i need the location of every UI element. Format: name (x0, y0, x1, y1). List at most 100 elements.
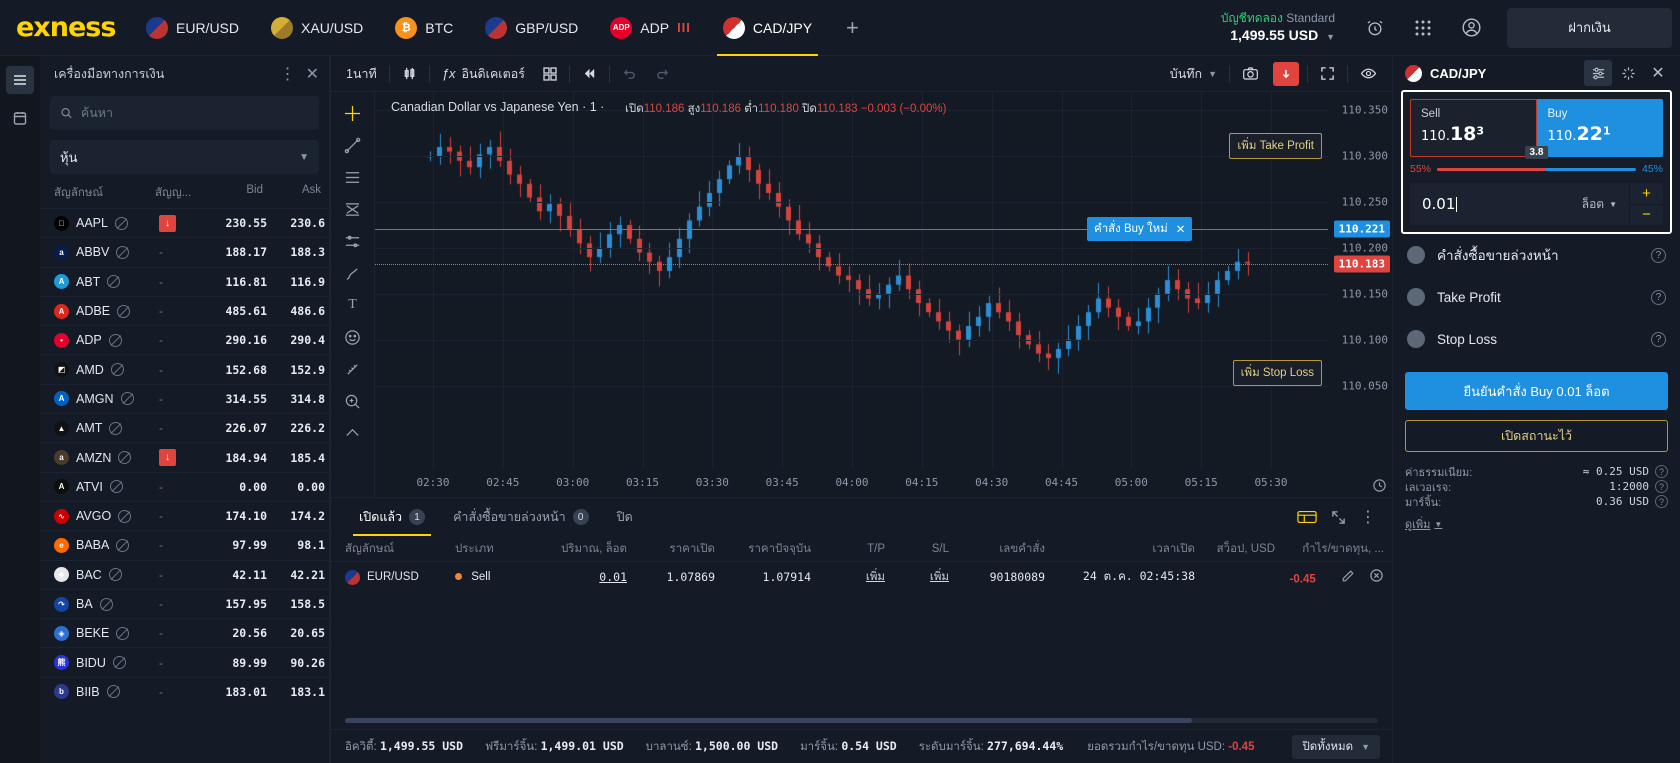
undo-icon[interactable] (613, 61, 646, 87)
watchlist-row[interactable]: A AMGN - 314.55 314.8 (40, 383, 329, 413)
more-options-icon[interactable]: ⋮ (279, 66, 296, 83)
trend-line-icon[interactable] (338, 130, 368, 160)
confirm-order-button[interactable]: ยืนยันคำสั่ง Buy 0.01 ล็อต (1405, 372, 1668, 410)
watchlist-row[interactable]: a ABBV - 188.17 188.3 (40, 237, 329, 266)
table-row[interactable]: EUR/USD Sell 0.01 1.07869 1.07914 เพิ่ม … (331, 562, 1392, 592)
toggle-switch[interactable] (1407, 288, 1425, 306)
more-tools-icon[interactable] (338, 418, 368, 448)
watchlist-row[interactable]: ◆ BAC - 42.11 42.21 (40, 559, 329, 589)
symbol-tab-gbpusd[interactable]: GBP/USD (469, 0, 594, 56)
cell-sl[interactable]: เพิ่ม (885, 568, 949, 586)
redo-icon[interactable] (646, 61, 679, 87)
watchlist-row[interactable]: ◈ BEKE - 20.56 20.65 (40, 618, 329, 647)
chart-canvas-area[interactable]: Canadian Dollar vs Japanese Yen · 1 · เป… (375, 92, 1392, 497)
help-icon[interactable]: ? (1655, 495, 1668, 508)
text-icon[interactable]: T (348, 297, 357, 312)
toggle-pending-order[interactable]: คำสั่งซื้อขายล่วงหน้า ? (1393, 234, 1680, 276)
watchlist-row[interactable]: A ATVI - 0.00 0.00 (40, 471, 329, 501)
measure-icon[interactable] (338, 226, 368, 256)
toggle-stop-loss[interactable]: Stop Loss ? (1393, 318, 1680, 360)
replay-icon[interactable] (573, 61, 606, 87)
new-buy-order-pill[interactable]: คำสั่ง Buy ใหม่ ✕ (1087, 216, 1193, 241)
symbol-tab-xauusd[interactable]: XAU/USD (255, 0, 379, 56)
watchlist-row[interactable]: a AMZN ↓ 184.94 185.4 (40, 442, 329, 471)
add-stop-loss-button[interactable]: เพิ่ม Stop Loss (1232, 359, 1322, 386)
close-all-button[interactable]: ปิดทั้งหมด ▼ (1292, 734, 1380, 759)
buy-button[interactable]: Buy 110.221 (1536, 99, 1663, 157)
layout-grid-icon[interactable] (534, 61, 566, 87)
open-positions-button[interactable]: เปิดสถานะไว้ (1405, 420, 1668, 452)
sell-button[interactable]: Sell 110.183 (1410, 99, 1537, 157)
watchlist-row[interactable]: 熊 BIDU - 89.99 90.26 (40, 647, 329, 676)
tab-pending-orders[interactable]: คำสั่งซื้อขายล่วงหน้า 0 (439, 498, 603, 536)
exness-logo[interactable]: exness (16, 12, 116, 43)
cell-tp[interactable]: เพิ่ม (811, 568, 885, 586)
close-icon[interactable]: ✕ (305, 66, 319, 83)
toggle-take-profit[interactable]: Take Profit ? (1393, 276, 1680, 318)
chart-clock-icon[interactable] (1372, 478, 1387, 493)
add-take-profit-button[interactable]: เพิ่ม Take Profit (1229, 133, 1322, 160)
close-icon[interactable]: ✕ (1175, 223, 1186, 236)
toggle-switch[interactable] (1407, 246, 1425, 264)
deposit-button[interactable]: ฝากเงิน (1507, 7, 1672, 48)
price-axis[interactable]: 110.050 110.100 110.150 110.200 110.250 110.3… (1328, 92, 1392, 469)
category-select[interactable]: หุ้น ▼ (50, 140, 319, 174)
symbol-tab-eurusd[interactable]: EUR/USD (130, 0, 255, 56)
watchlist-row[interactable]: e BABA - 97.99 98.1 (40, 530, 329, 559)
fib-icon[interactable] (338, 194, 368, 224)
account-circle-icon[interactable] (1449, 0, 1493, 56)
quick-trade-icon[interactable] (1614, 60, 1642, 86)
indicators-button[interactable]: ƒx อินดิเคเตอร์ (433, 61, 534, 87)
help-icon[interactable]: ? (1651, 331, 1666, 347)
symbol-tab-btc[interactable]: ₿ BTC (379, 0, 469, 56)
help-icon[interactable]: ? (1651, 289, 1666, 305)
horizontal-lines-icon[interactable] (338, 162, 368, 192)
volume-unit-select[interactable]: ล็อต ▼ (1582, 195, 1617, 214)
watchlist-row[interactable]: ↷ BA - 157.95 158.5 (40, 588, 329, 618)
crosshair-icon[interactable] (338, 98, 368, 128)
close-position-icon[interactable] (1369, 568, 1384, 583)
watchlist-row[interactable]: ∿ AVGO - 174.10 174.2 (40, 500, 329, 530)
apps-grid-icon[interactable] (1401, 0, 1445, 56)
help-icon[interactable]: ? (1655, 465, 1668, 478)
rail-calendar-icon[interactable] (6, 104, 34, 132)
help-icon[interactable]: ? (1651, 247, 1666, 263)
alarm-icon[interactable] (1353, 0, 1397, 56)
volume-increment-button[interactable]: + (1642, 184, 1651, 202)
edit-icon[interactable] (1341, 569, 1355, 583)
timeframe-button[interactable]: 1นาที (346, 66, 377, 81)
symbol-tab-adp[interactable]: ADP ADP III (594, 0, 707, 56)
positions-horizontal-scrollbar[interactable] (345, 718, 1378, 723)
watchlist-row[interactable]:  AAPL ↓ 230.55 230.6 (40, 208, 329, 237)
time-axis[interactable]: 02:30 02:45 03:00 03:15 03:30 03:45 04:00 04:15… (375, 469, 1328, 497)
watchlist-search[interactable] (50, 96, 319, 130)
toggle-switch[interactable] (1407, 330, 1425, 348)
account-summary[interactable]: บัญชีทดลอง Standard 1,499.55 USD ▼ (1221, 10, 1349, 45)
ruler-icon[interactable] (338, 354, 368, 384)
watchlist-row[interactable]: A ADBE - 485.61 486.6 (40, 295, 329, 325)
volume-decrement-button[interactable]: − (1630, 203, 1663, 226)
symbol-tab-cadjpy[interactable]: CAD/JPY (707, 0, 828, 56)
table-settings-icon[interactable] (1297, 509, 1317, 525)
watchlist-rows[interactable]:  AAPL ↓ 230.55 230.6 a ABBV - 188.17 188.3 A ABT - 1… (40, 208, 329, 763)
close-icon[interactable]: ✕ (1651, 65, 1665, 82)
volume-input[interactable]: 0.01 ล็อต ▼ (1410, 183, 1629, 225)
more-options-icon[interactable]: ⋮ (1360, 509, 1376, 526)
fullscreen-icon[interactable] (1311, 61, 1344, 87)
cell-tp-link[interactable]: เพิ่ม (865, 571, 885, 583)
add-symbol-tab-button[interactable]: + (846, 14, 859, 40)
brush-icon[interactable] (338, 258, 368, 288)
zoom-in-icon[interactable] (338, 386, 368, 416)
cell-volume[interactable]: 0.01 (599, 570, 627, 584)
watchlist-row[interactable]: b BIIB - 183.01 183.1 (40, 676, 329, 706)
candle-type-icon[interactable] (393, 61, 426, 87)
show-more-button[interactable]: ดูเพิ่ม ▼ (1405, 515, 1668, 533)
tab-closed-positions[interactable]: ปิด (603, 498, 647, 536)
emoji-icon[interactable] (338, 322, 368, 352)
search-input[interactable] (80, 106, 309, 120)
watchlist-row[interactable]: ◩ AMD - 152.68 152.9 (40, 354, 329, 383)
help-icon[interactable]: ? (1655, 480, 1668, 493)
watchlist-row[interactable]: • ADP - 290.16 290.4 (40, 325, 329, 354)
save-button[interactable]: บันทึก ▼ (1161, 61, 1226, 87)
camera-icon[interactable] (1233, 61, 1268, 87)
